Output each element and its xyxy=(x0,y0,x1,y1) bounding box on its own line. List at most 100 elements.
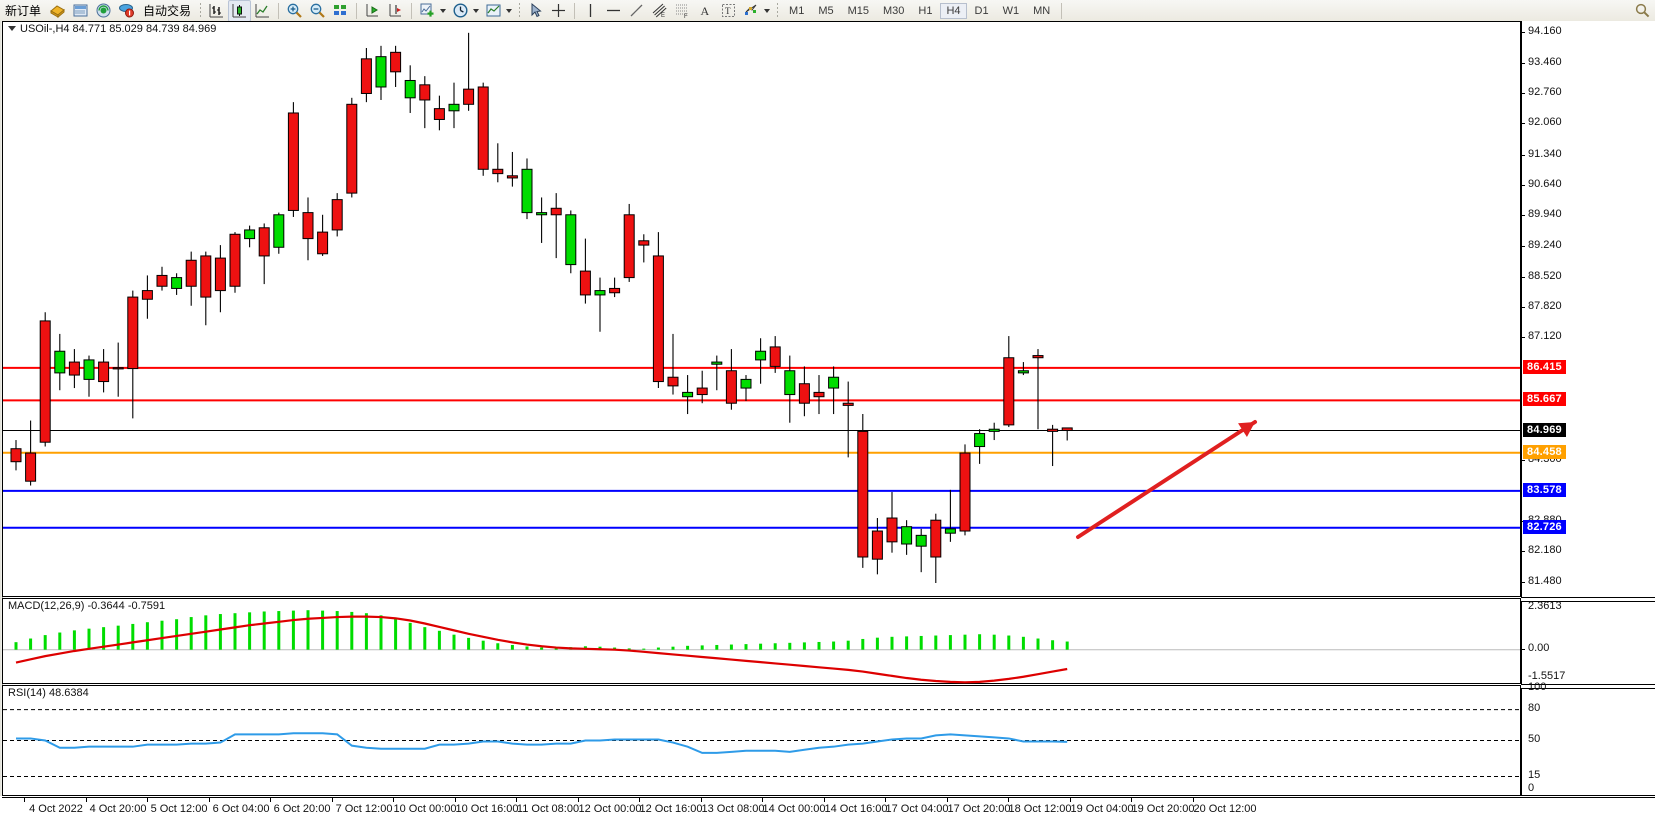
candle-body xyxy=(828,376,840,389)
pane-separator xyxy=(1521,684,1655,689)
candle-body xyxy=(404,79,416,99)
trendline-icon[interactable] xyxy=(625,1,648,21)
candle-body xyxy=(667,376,679,387)
uptrend-arrow-shaft xyxy=(1076,420,1257,539)
timeframe-m30[interactable]: M30 xyxy=(883,4,905,17)
new-order-button[interactable]: 新订单 xyxy=(0,1,46,21)
candle-body xyxy=(609,287,621,294)
time-label: 10 Oct 00:00 xyxy=(393,803,457,815)
candle-body xyxy=(959,452,971,532)
line-chart-icon[interactable] xyxy=(251,1,274,21)
bar-chart-icon[interactable] xyxy=(205,1,228,21)
periods-dropdown-caret[interactable] xyxy=(473,8,480,13)
time-tick xyxy=(1131,798,1132,802)
auto-scroll-icon[interactable] xyxy=(361,1,384,21)
fibonacci-icon[interactable]: F xyxy=(671,1,694,21)
candle-body xyxy=(302,212,314,240)
timeframe-selector: M1 M5 M15 M30 H1 H4 D1 W1 MN xyxy=(782,2,1057,19)
timeframe-m15[interactable]: M15 xyxy=(847,4,869,17)
horizontal-line-icon[interactable] xyxy=(602,1,625,21)
macd-pane[interactable]: MACD(12,26,9) -0.3644 -0.7591 xyxy=(2,598,1521,684)
price-label-current-price[interactable]: 84.969 xyxy=(1523,422,1566,437)
candle-body xyxy=(536,212,548,216)
timeframe-mn[interactable]: MN xyxy=(1033,4,1051,17)
zoom-out-icon[interactable] xyxy=(306,1,329,21)
price-label-support-1[interactable]: 83.578 xyxy=(1523,482,1566,497)
text-label-icon[interactable]: T xyxy=(717,1,740,21)
autotrading-button[interactable]: 自动交易 xyxy=(138,1,196,21)
price-label-support-2[interactable]: 82.726 xyxy=(1523,519,1566,534)
candlestick-chart-icon[interactable] xyxy=(228,0,252,22)
candle-body xyxy=(930,519,942,558)
timeframe-m5[interactable]: M5 xyxy=(818,4,834,17)
time-scale[interactable]: 4 Oct 2022 4 Oct 20:00 5 Oct 12:00 6 Oct 04… xyxy=(2,797,1655,821)
equidistant-channel-icon[interactable]: E xyxy=(648,1,671,21)
cursor-icon[interactable] xyxy=(524,1,547,21)
search-icon[interactable] xyxy=(1634,2,1651,19)
bar-shift-icon[interactable] xyxy=(384,1,407,21)
autotrading-icon[interactable] xyxy=(115,1,138,21)
expert-advisors-icon[interactable] xyxy=(46,1,69,21)
time-label: 19 Oct 20:00 xyxy=(1131,803,1195,815)
candle-body xyxy=(156,274,168,287)
candle-body xyxy=(492,168,504,175)
toolbar-divider xyxy=(278,2,280,19)
indicators-icon[interactable] xyxy=(416,1,439,21)
templates-dropdown-caret[interactable] xyxy=(506,8,513,13)
text-icon[interactable]: A xyxy=(694,1,717,21)
symbol-label: USOil-,H4 84.771 85.029 84.739 84.969 xyxy=(7,23,218,35)
time-label: 20 Oct 12:00 xyxy=(1193,803,1257,815)
time-label: 4 Oct 2022 xyxy=(29,803,83,815)
crosshair-icon[interactable] xyxy=(547,1,570,21)
time-tick xyxy=(885,798,886,802)
chart-menu-caret[interactable] xyxy=(8,26,16,31)
candle-body xyxy=(477,86,489,170)
timeframe-d1[interactable]: D1 xyxy=(974,4,989,17)
timeframe-m1[interactable]: M1 xyxy=(789,4,805,17)
time-label: 11 Oct 08:00 xyxy=(516,803,580,815)
rsi-pane[interactable]: RSI(14) 48.6384 xyxy=(2,685,1521,796)
candle-body xyxy=(448,103,460,112)
time-label: 5 Oct 12:00 xyxy=(150,803,208,815)
chart-area[interactable]: USOil-,H4 84.771 85.029 84.739 84.969 MA… xyxy=(0,21,1655,821)
rsi-label: RSI(14) 48.6384 xyxy=(7,687,90,699)
candle-body xyxy=(915,534,927,547)
time-label: 6 Oct 20:00 xyxy=(273,803,331,815)
indicators-dropdown-caret[interactable] xyxy=(440,8,447,13)
time-tick xyxy=(393,798,394,802)
periods-icon[interactable] xyxy=(449,1,472,21)
templates-icon[interactable] xyxy=(482,1,505,21)
candle-body xyxy=(886,517,898,543)
time-tick xyxy=(701,798,702,802)
timeframe-h4[interactable]: H4 xyxy=(940,2,967,19)
vertical-line-icon[interactable] xyxy=(579,1,602,21)
candle-body xyxy=(258,227,270,257)
candle-body xyxy=(185,259,197,287)
price-pane[interactable]: USOil-,H4 84.771 85.029 84.739 84.969 xyxy=(2,21,1521,597)
timeframe-h1[interactable]: H1 xyxy=(918,4,933,17)
candle-body xyxy=(725,370,737,404)
candle-body xyxy=(39,320,51,443)
objects-icon[interactable] xyxy=(740,1,763,21)
candle-body xyxy=(682,391,694,398)
time-tick xyxy=(639,798,640,802)
time-label: 12 Oct 00:00 xyxy=(578,803,642,815)
candle-body xyxy=(273,214,285,248)
price-label-resistance-1[interactable]: 86.415 xyxy=(1523,359,1566,374)
price-label-resistance-2[interactable]: 85.667 xyxy=(1523,392,1566,407)
zoom-in-icon[interactable] xyxy=(283,1,306,21)
candle-body xyxy=(331,199,343,231)
time-label: 19 Oct 04:00 xyxy=(1070,803,1134,815)
objects-dropdown-caret[interactable] xyxy=(764,8,771,13)
toolbar-divider xyxy=(356,2,358,19)
chart-shift-icon[interactable] xyxy=(329,1,352,21)
price-label-pivot[interactable]: 84.458 xyxy=(1523,444,1566,459)
candle-body xyxy=(711,361,723,365)
timeframe-w1[interactable]: W1 xyxy=(1002,4,1020,17)
candle-body xyxy=(1047,428,1059,432)
price-scale[interactable]: 94.160 93.460 92.760 92.060 91.340 90.640 89.9… xyxy=(1521,21,1655,796)
symbol-ohlc-text: USOil-,H4 84.771 85.029 84.739 84.969 xyxy=(20,23,217,35)
data-window-icon[interactable] xyxy=(69,1,92,21)
navigator-icon[interactable] xyxy=(92,1,115,21)
